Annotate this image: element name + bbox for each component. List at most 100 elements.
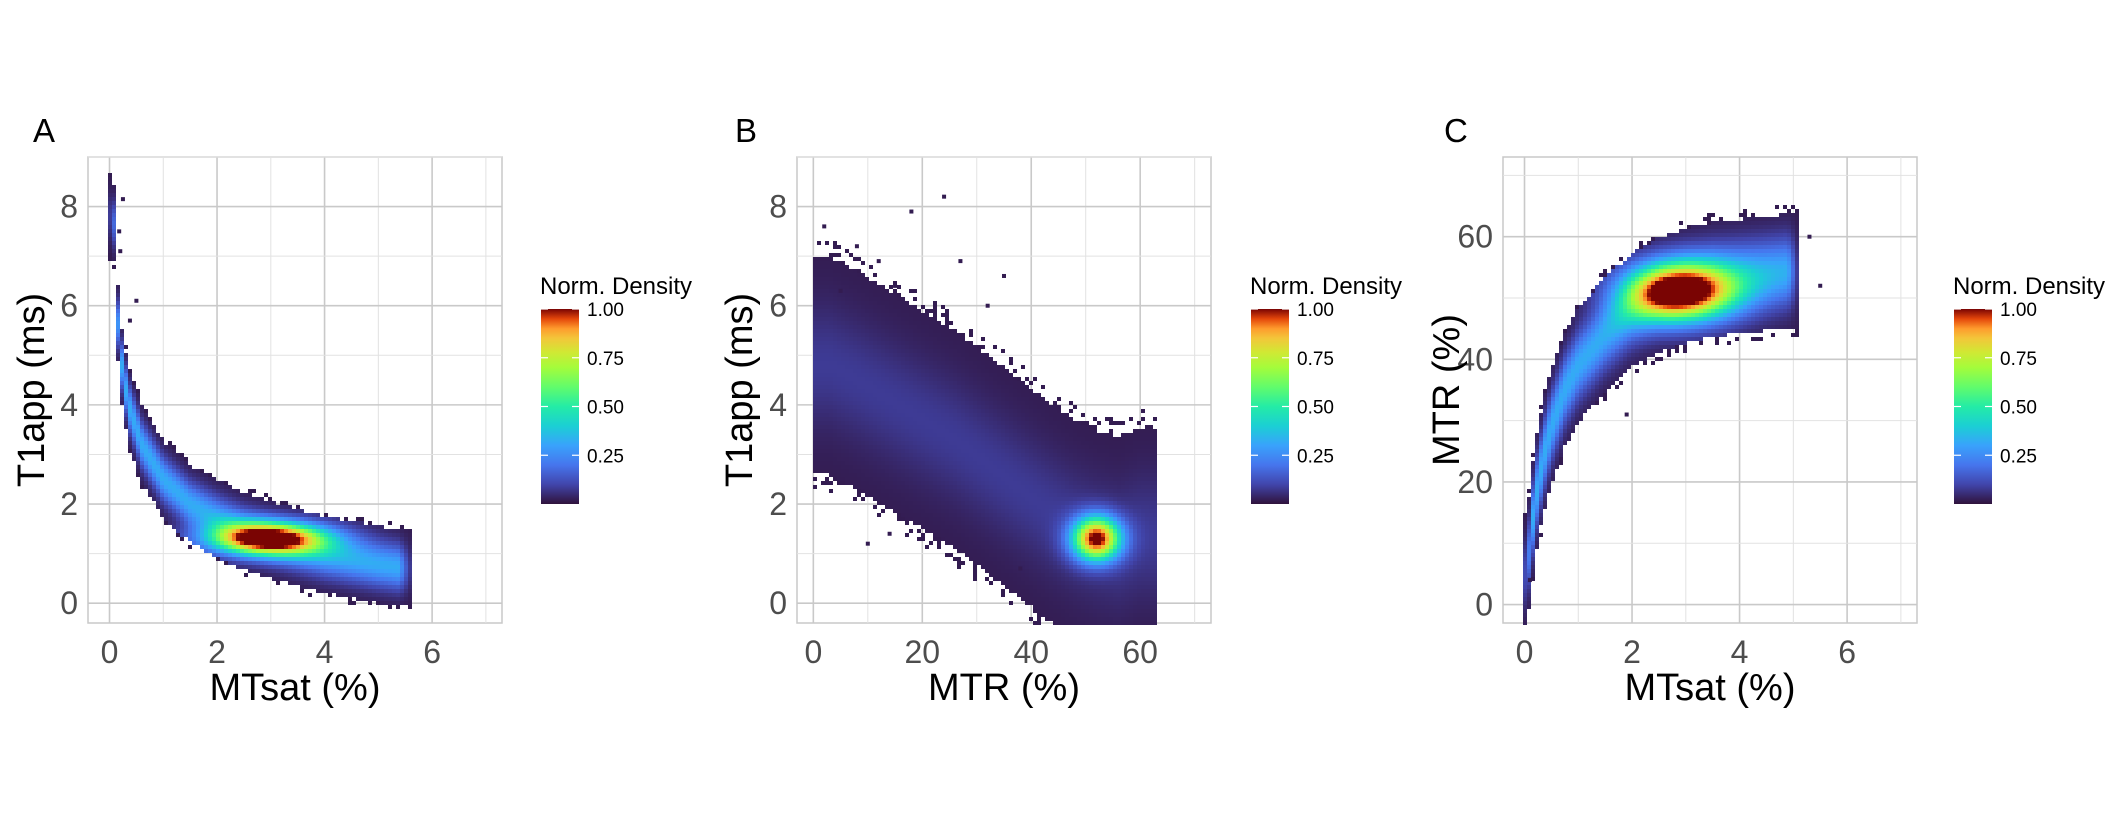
density-cell <box>352 573 356 577</box>
density-cell <box>905 521 909 525</box>
density-cell <box>372 585 376 589</box>
density-cell <box>881 289 885 293</box>
density-cell <box>1045 525 1049 529</box>
density-cell <box>260 537 264 541</box>
density-cell <box>961 337 965 341</box>
density-cell <box>813 265 817 269</box>
density-cell <box>981 537 985 541</box>
density-cell <box>212 549 216 553</box>
density-cell <box>829 445 833 449</box>
density-cell <box>853 281 857 285</box>
density-cell <box>897 309 901 313</box>
density-cell <box>993 577 997 581</box>
density-cell <box>985 577 989 581</box>
density-cell <box>913 353 917 357</box>
density-cell <box>316 577 320 581</box>
density-cell <box>352 581 356 585</box>
density-cell <box>869 449 873 453</box>
density-cell <box>388 549 392 553</box>
density-cell <box>180 505 184 509</box>
density-cell <box>945 525 949 529</box>
density-cell <box>865 385 869 389</box>
density-cell <box>861 297 865 301</box>
density-cell <box>817 289 821 293</box>
density-cell <box>833 349 837 353</box>
density-cell <box>841 437 845 441</box>
density-cell <box>985 365 989 369</box>
density-cell <box>244 505 248 509</box>
density-cell <box>408 597 412 601</box>
density-cell <box>857 453 861 457</box>
density-cell <box>837 329 841 333</box>
density-cell <box>997 569 1001 573</box>
density-cell <box>1013 573 1017 577</box>
density-cell <box>921 537 925 541</box>
density-cell <box>853 341 857 345</box>
density-cell <box>837 461 841 465</box>
density-cell <box>905 409 909 413</box>
density-cell <box>1013 453 1017 457</box>
density-cell <box>1045 453 1049 457</box>
density-cell <box>901 385 905 389</box>
density-cell <box>989 429 993 433</box>
density-heatmap-b <box>813 194 1157 625</box>
density-cell <box>913 433 917 437</box>
density-cell <box>969 529 973 533</box>
density-cell <box>240 565 244 569</box>
density-cell <box>280 577 284 581</box>
density-cell <box>288 533 292 537</box>
density-cell <box>1049 445 1053 449</box>
density-cell <box>352 541 356 545</box>
density-cell <box>224 549 228 553</box>
density-cell <box>985 477 989 481</box>
density-cell <box>340 533 344 537</box>
density-cell <box>993 453 997 457</box>
density-cell <box>344 541 348 545</box>
density-cell <box>925 441 929 445</box>
density-cell <box>1025 429 1029 433</box>
density-cell <box>1037 609 1041 613</box>
density-cell <box>945 365 949 369</box>
density-cell <box>985 421 989 425</box>
density-cell <box>388 573 392 577</box>
density-cell <box>164 489 168 493</box>
density-cell <box>865 305 869 309</box>
density-cell <box>184 521 188 525</box>
density-cell <box>813 397 817 401</box>
density-cell <box>933 337 937 341</box>
density-cell <box>961 333 965 337</box>
density-cell <box>929 521 933 525</box>
density-cell <box>160 509 164 513</box>
density-cell <box>833 389 837 393</box>
density-cell <box>945 533 949 537</box>
density-cell <box>929 353 933 357</box>
density-cell <box>897 377 901 381</box>
density-cell <box>300 557 304 561</box>
density-cell <box>865 473 869 477</box>
density-cell <box>945 401 949 405</box>
density-cell <box>973 373 977 377</box>
density-cell <box>997 437 1001 441</box>
density-cell <box>957 365 961 369</box>
density-cell <box>376 553 380 557</box>
density-cell <box>845 421 849 425</box>
density-cell <box>180 469 184 473</box>
density-cell <box>841 389 845 393</box>
density-cell <box>865 329 869 333</box>
density-cell <box>997 549 1001 553</box>
density-cell <box>937 401 941 405</box>
density-cell <box>1005 509 1009 513</box>
density-cell <box>1053 401 1057 405</box>
density-cell <box>973 425 977 429</box>
density-cell <box>1049 529 1053 533</box>
density-cell <box>925 341 929 345</box>
density-cell <box>853 453 857 457</box>
density-cell <box>240 513 244 517</box>
density-cell <box>384 597 388 601</box>
density-cell <box>284 541 288 545</box>
density-cell <box>380 589 384 593</box>
density-cell <box>304 565 308 569</box>
density-cell <box>1041 481 1045 485</box>
density-cell <box>909 329 913 333</box>
density-cell <box>909 289 913 293</box>
